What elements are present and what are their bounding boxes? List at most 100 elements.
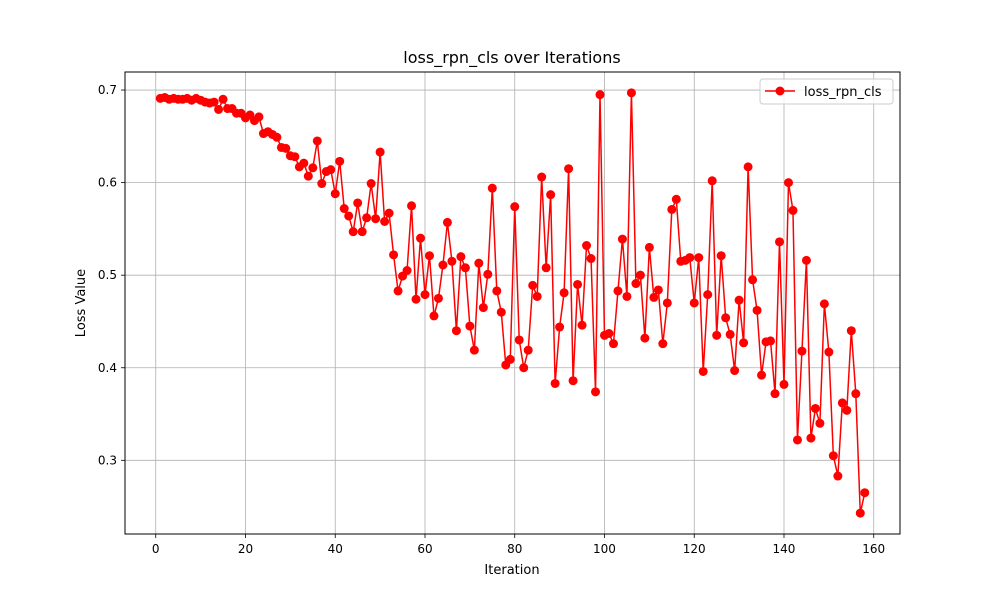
data-point bbox=[519, 363, 529, 373]
data-point bbox=[855, 508, 865, 518]
data-point bbox=[712, 330, 722, 340]
data-point bbox=[339, 204, 349, 214]
data-point bbox=[478, 303, 488, 313]
data-point bbox=[487, 183, 497, 193]
data-point bbox=[582, 241, 592, 251]
y-axis-label: Loss Value bbox=[74, 269, 89, 337]
data-point bbox=[384, 208, 394, 218]
y-tick-label: 0.5 bbox=[98, 268, 117, 282]
data-point bbox=[824, 347, 834, 357]
data-point bbox=[671, 194, 681, 204]
data-point bbox=[429, 311, 439, 321]
data-point bbox=[496, 307, 506, 317]
data-point bbox=[353, 198, 363, 208]
x-tick-label: 60 bbox=[417, 542, 432, 556]
data-point bbox=[357, 227, 367, 237]
data-point bbox=[775, 237, 785, 247]
data-point bbox=[658, 339, 668, 349]
data-point bbox=[335, 156, 345, 166]
data-point bbox=[532, 291, 542, 301]
data-point bbox=[725, 329, 735, 339]
data-point bbox=[546, 190, 556, 200]
data-point bbox=[474, 258, 484, 268]
data-point bbox=[608, 339, 618, 349]
data-point bbox=[667, 204, 677, 214]
data-point bbox=[555, 322, 565, 332]
data-point bbox=[685, 253, 695, 263]
data-point bbox=[344, 211, 354, 221]
data-point bbox=[209, 97, 219, 107]
data-point bbox=[402, 266, 412, 276]
data-point bbox=[779, 379, 789, 389]
data-point bbox=[689, 298, 699, 308]
data-point bbox=[411, 294, 421, 304]
data-point bbox=[456, 252, 466, 262]
data-point bbox=[528, 280, 538, 290]
data-point bbox=[573, 279, 583, 289]
data-point bbox=[375, 147, 385, 157]
data-point bbox=[407, 201, 417, 211]
data-point bbox=[469, 345, 479, 355]
data-point bbox=[254, 112, 264, 122]
data-point bbox=[537, 172, 547, 182]
x-tick-label: 120 bbox=[683, 542, 706, 556]
data-point bbox=[716, 251, 726, 261]
data-point bbox=[748, 275, 758, 285]
legend-marker-swatch bbox=[775, 86, 785, 96]
data-point bbox=[792, 435, 802, 445]
data-point bbox=[348, 227, 358, 237]
data-point bbox=[591, 387, 601, 397]
data-point bbox=[362, 213, 372, 223]
data-point bbox=[622, 291, 632, 301]
data-point bbox=[707, 176, 717, 186]
data-point bbox=[860, 488, 870, 498]
data-point bbox=[842, 405, 852, 415]
data-point bbox=[317, 179, 327, 189]
x-tick-label: 140 bbox=[773, 542, 796, 556]
axis-ticks: 0 20 40 60 80 100 120 140 160 0.3 0.4 0.5 0.6 0.7 bbox=[98, 83, 885, 556]
data-point bbox=[564, 164, 574, 174]
data-point bbox=[492, 286, 502, 296]
data-point bbox=[801, 255, 811, 265]
data-point bbox=[649, 292, 659, 302]
x-tick-label: 100 bbox=[593, 542, 616, 556]
data-point bbox=[438, 260, 448, 270]
data-point bbox=[604, 329, 614, 338]
data-point bbox=[617, 234, 627, 244]
data-point bbox=[299, 158, 309, 168]
data-point bbox=[644, 242, 654, 252]
data-point bbox=[393, 286, 403, 296]
x-tick-label: 80 bbox=[507, 542, 522, 556]
data-point bbox=[734, 295, 744, 305]
legend: loss_rpn_cls bbox=[759, 78, 894, 105]
data-point bbox=[550, 378, 560, 388]
data-point bbox=[290, 152, 300, 162]
data-point bbox=[380, 217, 390, 226]
data-point bbox=[653, 285, 663, 295]
data-point bbox=[662, 298, 672, 308]
data-point bbox=[739, 338, 749, 348]
data-point bbox=[797, 346, 807, 356]
data-point bbox=[303, 171, 313, 181]
data-point bbox=[788, 205, 798, 215]
data-point bbox=[837, 398, 847, 408]
plot-frame bbox=[124, 71, 901, 535]
data-point bbox=[568, 376, 578, 386]
data-point bbox=[447, 256, 457, 266]
data-point bbox=[514, 335, 524, 345]
grid bbox=[125, 72, 900, 534]
data-point bbox=[389, 250, 399, 260]
data-point bbox=[613, 286, 623, 296]
data-point bbox=[272, 132, 282, 142]
data-point bbox=[694, 253, 704, 263]
data-point bbox=[416, 233, 426, 243]
data-point bbox=[559, 288, 569, 298]
data-point bbox=[308, 163, 318, 173]
legend-box bbox=[759, 78, 894, 105]
data-point bbox=[366, 179, 376, 189]
x-tick-label: 20 bbox=[238, 542, 253, 556]
series-layer bbox=[155, 88, 870, 518]
data-point bbox=[541, 263, 551, 273]
y-tick-label: 0.4 bbox=[98, 361, 117, 375]
